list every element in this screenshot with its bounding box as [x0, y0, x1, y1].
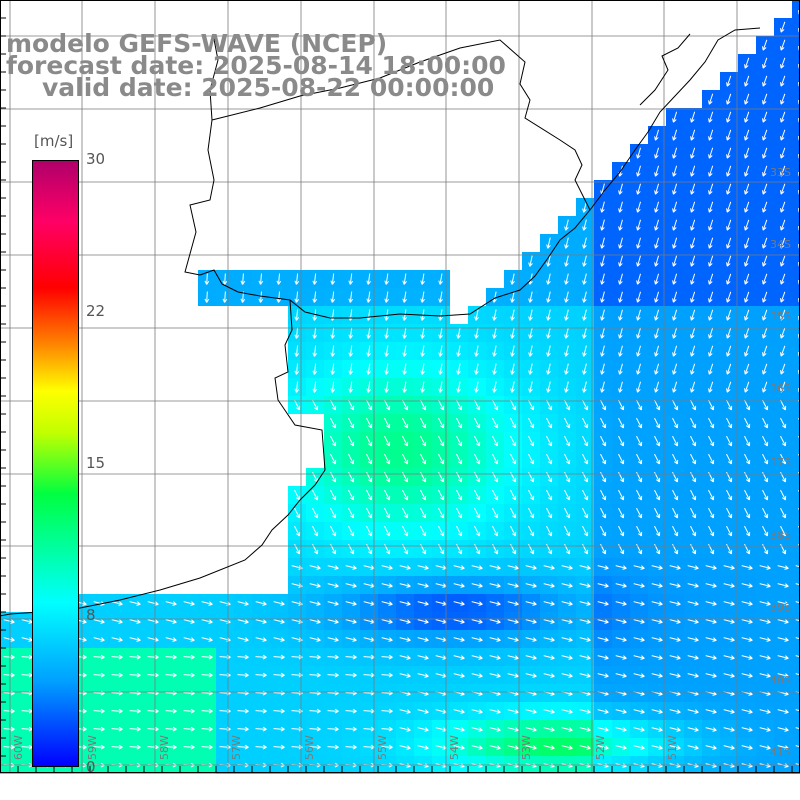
- wind-cell: [792, 216, 800, 234]
- lon-label-59w: 59W: [86, 735, 99, 760]
- lon-label-51w: 51W: [666, 735, 679, 760]
- wind-cell: [792, 702, 800, 720]
- colorbar: [32, 160, 79, 767]
- wind-cell: [792, 666, 800, 684]
- lon-label-58w: 58W: [158, 735, 171, 760]
- lagoon-shore: [640, 34, 690, 105]
- wind-cell: [792, 612, 800, 630]
- colorbar-tick-30: 30: [86, 150, 105, 168]
- wind-cell: [792, 648, 800, 666]
- header-valid-date: valid date: 2025-08-22 00:00:00: [42, 75, 494, 100]
- lon-label-60w: 60W: [12, 735, 25, 760]
- wind-cell: [792, 108, 800, 126]
- wind-cell: [792, 468, 800, 486]
- wind-cell: [792, 630, 800, 648]
- wind-cell: [792, 504, 800, 522]
- lon-label-56w: 56W: [303, 735, 316, 760]
- wind-cell: [792, 18, 800, 36]
- wind-cell: [792, 198, 800, 216]
- colorbar-unit: [m/s]: [34, 132, 73, 150]
- wind-cell: [792, 54, 800, 72]
- wind-cell: [792, 72, 800, 90]
- colorbar-tick-22: 22: [86, 302, 105, 320]
- wind-cell: [792, 432, 800, 450]
- colorbar-tick-15: 15: [86, 454, 105, 472]
- wind-cell: [792, 90, 800, 108]
- lon-label-54w: 54W: [448, 735, 461, 760]
- wind-cell: [792, 180, 800, 198]
- wind-cell: [792, 414, 800, 432]
- wind-cell: [792, 162, 800, 180]
- wind-cell: [792, 558, 800, 576]
- lat-label-34s: 34S: [770, 238, 791, 251]
- wind-cell: [792, 396, 800, 414]
- wind-cell: [792, 144, 800, 162]
- wind-cell: [792, 0, 800, 18]
- lat-label-41s: 41S: [770, 746, 791, 759]
- wind-cell: [792, 594, 800, 612]
- wind-cell: [792, 324, 800, 342]
- wind-cell: [792, 126, 800, 144]
- wind-cell: [792, 486, 800, 504]
- wind-cell: [792, 36, 800, 54]
- lat-label-35s: 35S: [770, 310, 791, 323]
- wind-cell: [792, 540, 800, 558]
- wind-cell: [792, 342, 800, 360]
- wind-cell: [792, 306, 800, 324]
- lat-label-38s: 38S: [770, 529, 791, 542]
- lat-label-33s: 33S: [770, 166, 791, 179]
- wind-cell: [792, 720, 800, 738]
- lat-label-36s: 36S: [770, 382, 791, 395]
- colorbar-tick-0: 0: [86, 758, 96, 776]
- lat-label-37s: 37S: [770, 456, 791, 469]
- wind-cell: [792, 270, 800, 288]
- wind-cell: [792, 450, 800, 468]
- wind-cell: [792, 522, 800, 540]
- lat-label-40s: 40S: [770, 674, 791, 687]
- lat-label-39s: 39S: [770, 601, 791, 614]
- colorbar-tick-8: 8: [86, 606, 96, 624]
- wind-cell: [792, 234, 800, 252]
- wind-cell: [792, 288, 800, 306]
- lon-label-52w: 52W: [594, 735, 607, 760]
- lon-label-53w: 53W: [520, 735, 533, 760]
- wind-cell: [792, 684, 800, 702]
- wind-cell: [792, 576, 800, 594]
- lon-label-55w: 55W: [376, 735, 389, 760]
- wind-cell: [792, 378, 800, 396]
- wind-cell: [792, 738, 800, 756]
- lon-label-57w: 57W: [230, 735, 243, 760]
- wind-cell: [792, 360, 800, 378]
